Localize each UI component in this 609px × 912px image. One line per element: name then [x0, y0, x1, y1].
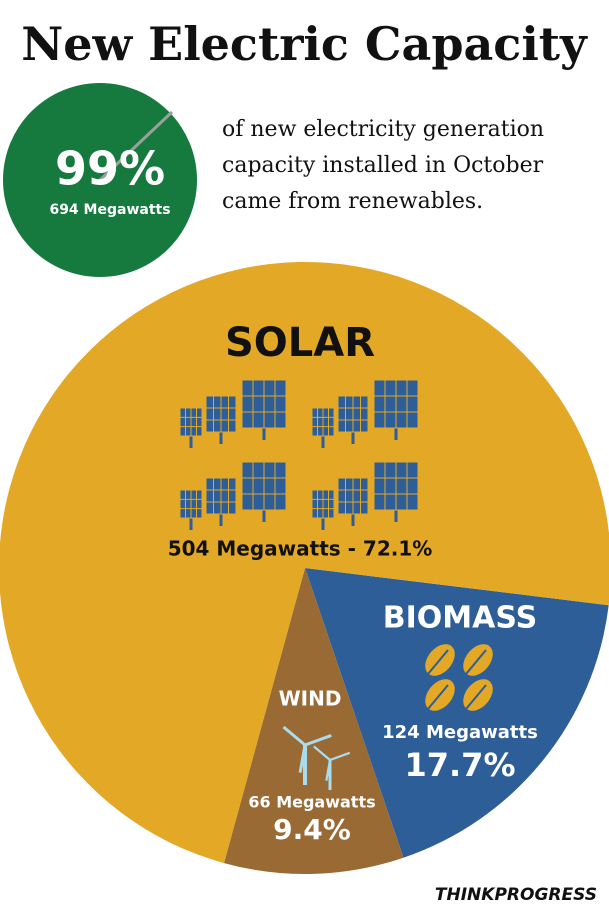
- labels: SOLAR 504 Megawatts - 72.1% BIOMASS 124 Meg…: [168, 320, 538, 846]
- headline-text: of new electricity generation: [222, 117, 544, 142]
- pie-slice: [305, 568, 609, 858]
- chart-title: New Electric Capacity: [21, 17, 588, 71]
- headline-subtitle: 694 Megawatts: [49, 202, 170, 218]
- leaf-vein: [465, 684, 487, 710]
- leaf-vein: [427, 649, 449, 675]
- slice-name: WIND: [279, 687, 342, 711]
- pie-slice: [0, 262, 609, 864]
- value-label: 9.4%: [273, 813, 351, 846]
- megawatt-label: 66 Megawatts: [248, 793, 375, 812]
- leaf-vein: [427, 684, 449, 710]
- megawatt-label: 124 Megawatts: [382, 722, 538, 743]
- turbine-blade: [313, 745, 331, 761]
- source-logo: THINKPROGRESS: [435, 885, 597, 905]
- turbine-blade: [298, 744, 307, 773]
- headline-text: capacity installed in October: [222, 153, 544, 178]
- pie: [0, 262, 609, 875]
- slice-name: SOLAR: [225, 320, 375, 366]
- pie-slice: [224, 568, 404, 875]
- slice-name: BIOMASS: [383, 601, 537, 636]
- turbine-blade: [329, 751, 351, 762]
- turbine-blade: [304, 734, 332, 747]
- icons: [179, 379, 493, 790]
- value-label: 504 Megawatts - 72.1%: [168, 537, 433, 561]
- leaf-vein: [465, 649, 487, 675]
- headline-sliver: [98, 110, 174, 182]
- headline-badge: 99% 694 Megawatts: [3, 83, 197, 277]
- headline-value: 99%: [55, 142, 165, 196]
- turbine-blade: [325, 759, 332, 781]
- value-label: 17.7%: [404, 746, 515, 784]
- headline-text: came from renewables.: [222, 189, 483, 214]
- turbine-blade: [282, 725, 306, 747]
